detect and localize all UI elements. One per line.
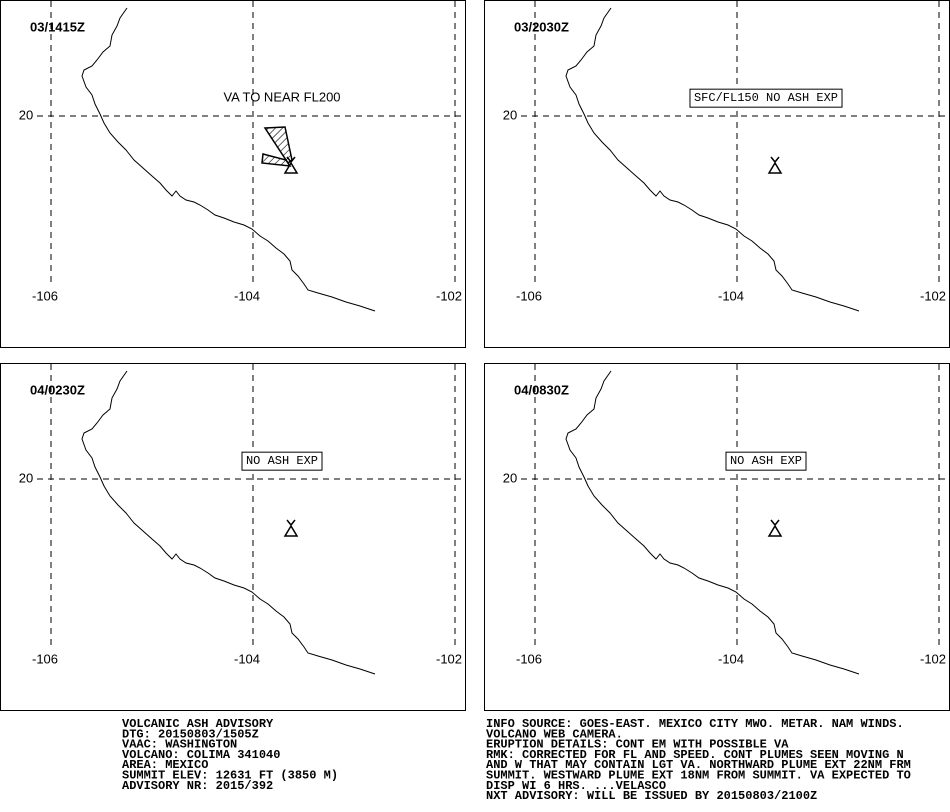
map-panel: 20 -106 -104 -102 03/1415Z VA TO NEAR FL200 [0,0,466,348]
latitude-label: 20 [19,470,33,485]
advisory-line: VAAC: WASHINGTON [122,738,237,752]
annotation: VA TO NEAR FL200 [223,89,340,104]
longitude-label: -102 [920,651,946,666]
longitude-label: -106 [516,651,542,666]
map-panel: 20 -106 -104 -102 04/0830Z NO ASH EXP [484,363,950,711]
coastline [81,370,376,675]
longitude-label: -104 [234,288,260,303]
advisory-line: DISP WI 6 HRS. ...VELASCO [486,779,666,793]
annotation: NO ASH EXP [246,454,318,468]
annotation-box [241,451,323,471]
longitude-label: -106 [32,651,58,666]
coastline [565,370,860,675]
longitude-label: -104 [718,651,744,666]
advisory-line: SUMMIT. WESTWARD PLUME EXT 18NM FROM SUM… [486,769,911,783]
advisory-line: VOLCANO: COLIMA 341040 [122,748,280,762]
advisory-line: RMK: CORRECTED FOR FL AND SPEED. CONT PL… [486,748,904,762]
advisory-line: NXT ADVISORY: WILL BE ISSUED BY 20150803… [486,789,817,803]
panel-frame [0,0,466,348]
volcano-symbol [767,156,783,174]
longitude-label: -102 [436,651,462,666]
advisory-line: SUMMIT ELEV: 12631 FT (3850 M) [122,769,338,783]
longitude-label: -102 [436,288,462,303]
map-panel: 20 -106 -104 -102 04/0230Z NO ASH EXP [0,363,466,711]
annotation: SFC/FL150 NO ASH EXP [694,91,838,105]
volcano-symbol [767,519,783,537]
panel-frame [0,363,466,711]
advisory-line: AND W THAT MAY CONTAIN LGT VA. NORTHWARD… [486,758,911,772]
annotation-box [725,451,807,471]
advisory-line: ADVISORY NR: 2015/392 [122,779,273,793]
advisory-line: ERUPTION DETAILS: CONT EM WITH POSSIBLE … [486,738,789,752]
valid-time: 03/1415Z [30,19,85,34]
ash-area [261,153,292,167]
valid-time: 04/0830Z [514,382,569,397]
map-panel: 20 -106 -104 -102 03/2030Z SFC/FL150 NO ASH E… [484,0,950,348]
advisory-line: DTG: 20150803/1505Z [122,727,259,741]
latitude-label: 20 [503,470,517,485]
volcano-symbol [283,519,299,537]
valid-time: 04/0230Z [30,382,85,397]
annotation: NO ASH EXP [730,454,802,468]
coastline [81,7,376,312]
advisory-line: INFO SOURCE: GOES-EAST. MEXICO CITY MWO.… [486,717,904,731]
longitude-label: -106 [32,288,58,303]
valid-time: 03/2030Z [514,19,569,34]
coastline [565,7,860,312]
ash-area [263,126,293,165]
longitude-label: -104 [234,651,260,666]
longitude-label: -104 [718,288,744,303]
latitude-label: 20 [19,107,33,122]
longitude-label: -102 [920,288,946,303]
annotation-box [689,88,843,108]
advisory-line: VOLCANO WEB CAMERA. [486,727,623,741]
latitude-label: 20 [503,107,517,122]
longitude-label: -106 [516,288,542,303]
advisory-line: AREA: MEXICO [122,758,208,772]
advisory-line: VOLCANIC ASH ADVISORY [122,717,274,731]
